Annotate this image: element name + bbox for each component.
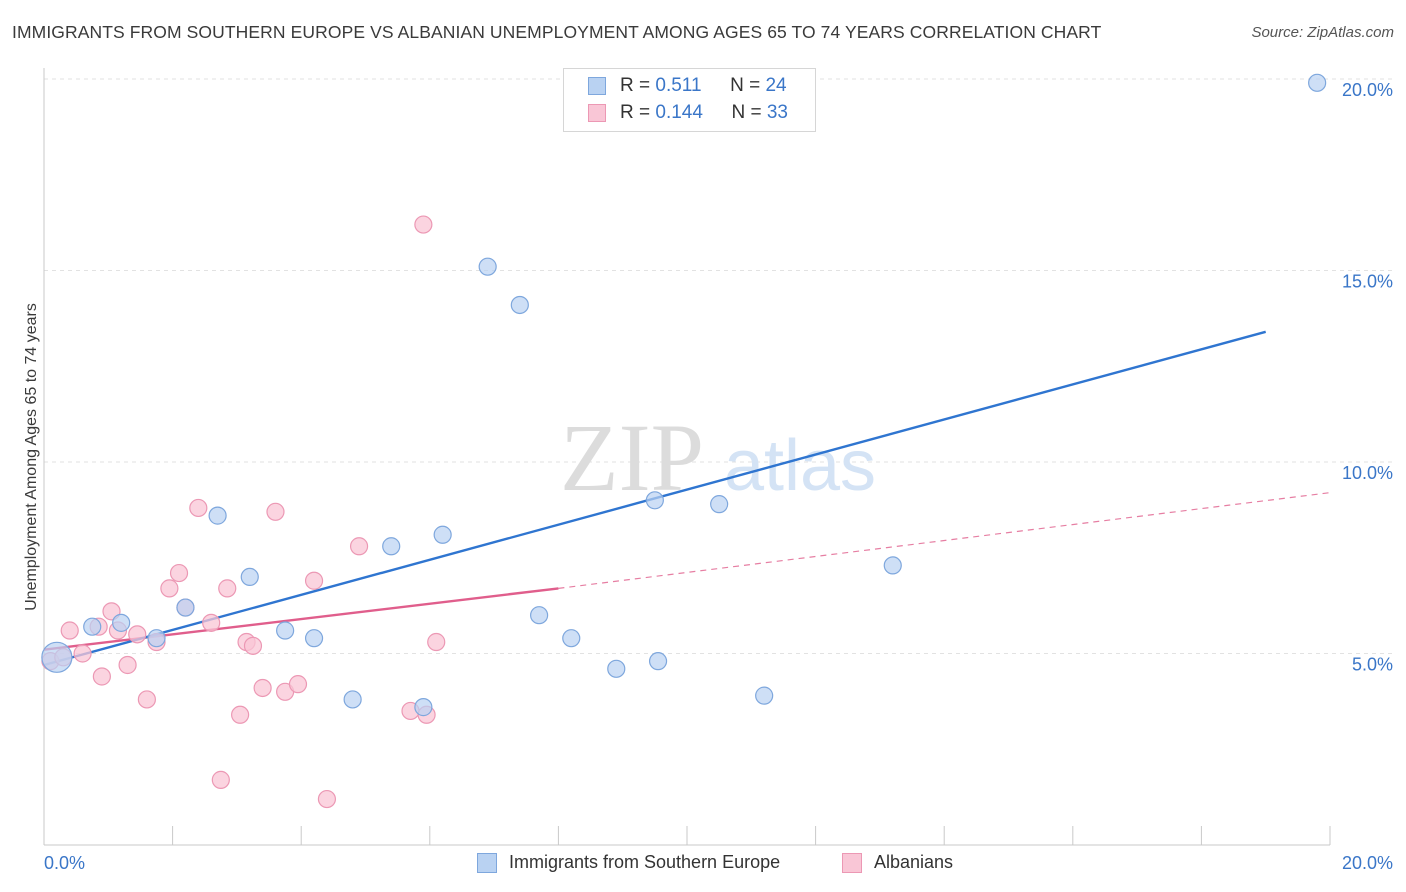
point-albanians [73,644,92,663]
point-albanians [231,705,250,724]
point-immigrants-southern-europe [41,641,73,673]
point-immigrants-southern-europe [710,495,729,514]
x-tick-label-min: 0.0% [44,853,85,873]
x-tick-label-max: 20.0% [1342,853,1393,873]
bottom-legend-label-series1: Immigrants from Southern Europe [509,852,781,872]
point-immigrants-southern-europe [240,567,259,587]
point-albanians [128,625,147,644]
y-tick-label: 15.0% [1342,272,1393,292]
point-albanians [317,789,337,809]
point-immigrants-southern-europe [433,525,452,544]
y-tick-label: 20.0% [1342,80,1393,100]
correlation-legend: R = 0.511 N = 24 R = 0.144 N = 33 [563,68,816,132]
legend-n-label: N = [731,102,767,123]
point-immigrants-southern-europe [562,629,581,648]
tick-label-layer: 5.0% 10.0% 15.0% 20.0% 0.0% 20.0% [44,80,1393,873]
axis-layer [43,68,1331,846]
y-tick-label: 5.0% [1352,655,1393,675]
point-albanians [414,215,433,234]
point-immigrants-southern-europe [83,617,102,636]
watermark: ZIP atlas [560,404,876,511]
point-albanians [349,537,369,556]
point-albanians [266,502,285,521]
point-albanians [218,579,237,598]
legend-swatch-series1 [588,77,606,95]
legend-swatch-series2 [588,104,606,122]
point-albanians [189,498,208,518]
point-albanians [160,579,179,598]
point-albanians [288,675,308,694]
point-albanians [92,667,111,686]
point-immigrants-southern-europe [530,606,549,625]
legend-n-value: 33 [766,102,788,123]
chart-title: IMMIGRANTS FROM SOUTHERN EUROPE VS ALBAN… [12,22,1102,42]
point-albanians [243,636,263,655]
y-axis-label: Unemployment Among Ages 65 to 74 years [23,303,40,611]
point-albanians [202,613,221,632]
point-immigrants-southern-europe [883,556,902,575]
legend-r-value: 0.144 [655,102,703,123]
point-albanians [118,655,137,675]
point-albanians [253,678,272,698]
legend-r-label: R = [620,102,656,123]
legend-r-value: 0.511 [655,75,702,96]
point-immigrants-southern-europe [645,491,664,510]
bottom-legend-label-series2: Albanians [874,852,954,872]
point-immigrants-southern-europe [276,621,295,640]
grid-layer [44,78,1392,654]
point-albanians [169,563,189,583]
point-immigrants-southern-europe [176,598,195,617]
bottom-legend-swatch-series1 [477,853,497,873]
point-albanians [60,621,79,640]
point-albanians [427,632,446,652]
point-immigrants-southern-europe [607,659,626,678]
legend-n-label: N = [730,75,766,96]
point-immigrants-southern-europe [147,629,166,648]
bottom-legend-swatch-series2 [842,853,862,873]
points-layer [41,73,1327,809]
point-albanians [137,690,156,709]
watermark-zip: ZIP [560,404,704,511]
point-immigrants-southern-europe [343,690,362,709]
point-immigrants-southern-europe [648,652,668,671]
watermark-atlas: atlas [724,426,876,506]
point-albanians [304,571,324,590]
point-immigrants-southern-europe [112,613,131,632]
point-immigrants-southern-europe [478,257,497,276]
point-immigrants-southern-europe [1308,73,1327,92]
point-immigrants-southern-europe [208,506,227,525]
point-immigrants-southern-europe [755,686,774,705]
point-immigrants-southern-europe [304,629,324,648]
point-immigrants-southern-europe [414,698,433,717]
point-immigrants-southern-europe [382,537,401,556]
y-tick-label: 10.0% [1342,463,1393,483]
source-label: Source: ZipAtlas.com [1251,24,1394,41]
legend-n-value: 24 [765,75,787,96]
trend-line-albanians-dashed [558,492,1331,589]
point-albanians [211,770,230,789]
legend-r-label: R = [620,75,656,96]
point-immigrants-southern-europe [510,295,529,315]
